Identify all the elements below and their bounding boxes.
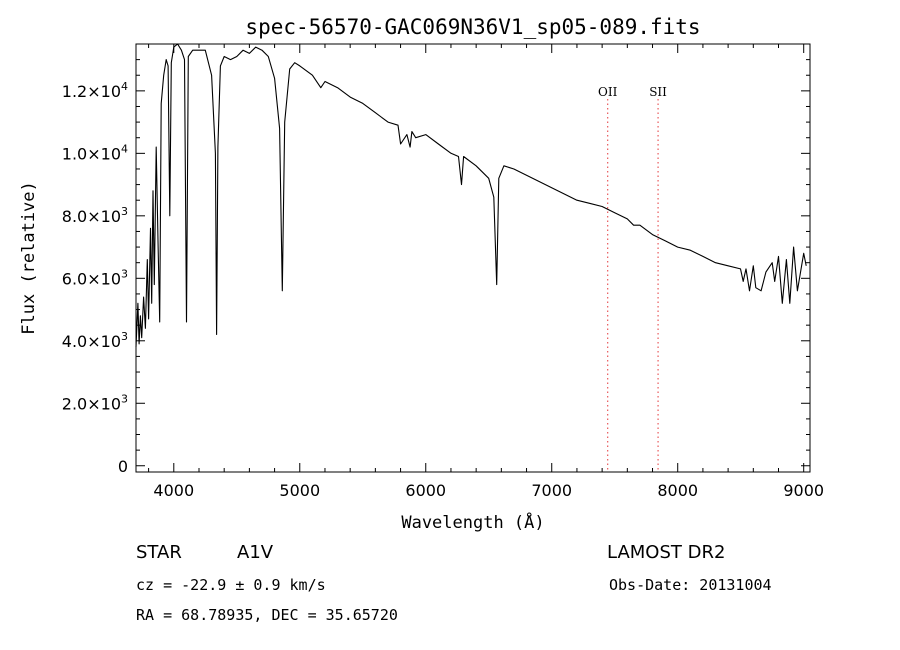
- observation-date: Obs-Date: 20131004: [609, 576, 772, 594]
- object-type: STAR: [136, 542, 182, 563]
- y-tick-label: 6.0×103: [62, 267, 128, 288]
- survey-name: LAMOST DR2: [607, 542, 725, 563]
- sky-coordinates: RA = 68.78935, DEC = 35.65720: [136, 606, 398, 624]
- x-tick-label: 8000: [657, 481, 698, 500]
- plot-frame: [135, 43, 811, 473]
- x-axis-label: Wavelength (Å): [401, 511, 544, 533]
- y-tick-label: 8.0×103: [62, 205, 128, 226]
- y-axis-label: Flux (relative): [19, 181, 39, 335]
- spectrum-line: [135, 43, 807, 348]
- emission-line-markers: OII SII: [598, 85, 667, 472]
- spectral-class: A1V: [237, 542, 274, 563]
- x-tick-label: 5000: [279, 481, 320, 500]
- x-tick-label: 4000: [153, 481, 194, 500]
- y-tick-label: 1.2×104: [62, 80, 128, 101]
- y-axis-ticks: 0 2.0×103 4.0×103 6.0×103 8.0×103 1.0×104 1.2×…: [62, 59, 810, 476]
- redshift-velocity: cz = -22.9 ± 0.9 km/s: [136, 576, 326, 594]
- chart-title: spec-56570-GAC069N36V1_sp05-089.fits: [245, 15, 700, 39]
- y-tick-label: 2.0×103: [62, 392, 128, 413]
- y-tick-label: 4.0×103: [62, 330, 128, 351]
- x-tick-label: 6000: [405, 481, 446, 500]
- y-tick-label: 0: [118, 457, 128, 476]
- spectrum-series: [135, 43, 807, 348]
- x-axis-ticks: 4000 5000 6000 7000 8000 9000: [148, 44, 824, 500]
- x-tick-label: 9000: [783, 481, 824, 500]
- y-tick-label: 1.0×104: [62, 142, 128, 163]
- marker-label-sii: SII: [649, 85, 667, 99]
- marker-label-oii: OII: [598, 85, 618, 99]
- x-tick-label: 7000: [531, 481, 572, 500]
